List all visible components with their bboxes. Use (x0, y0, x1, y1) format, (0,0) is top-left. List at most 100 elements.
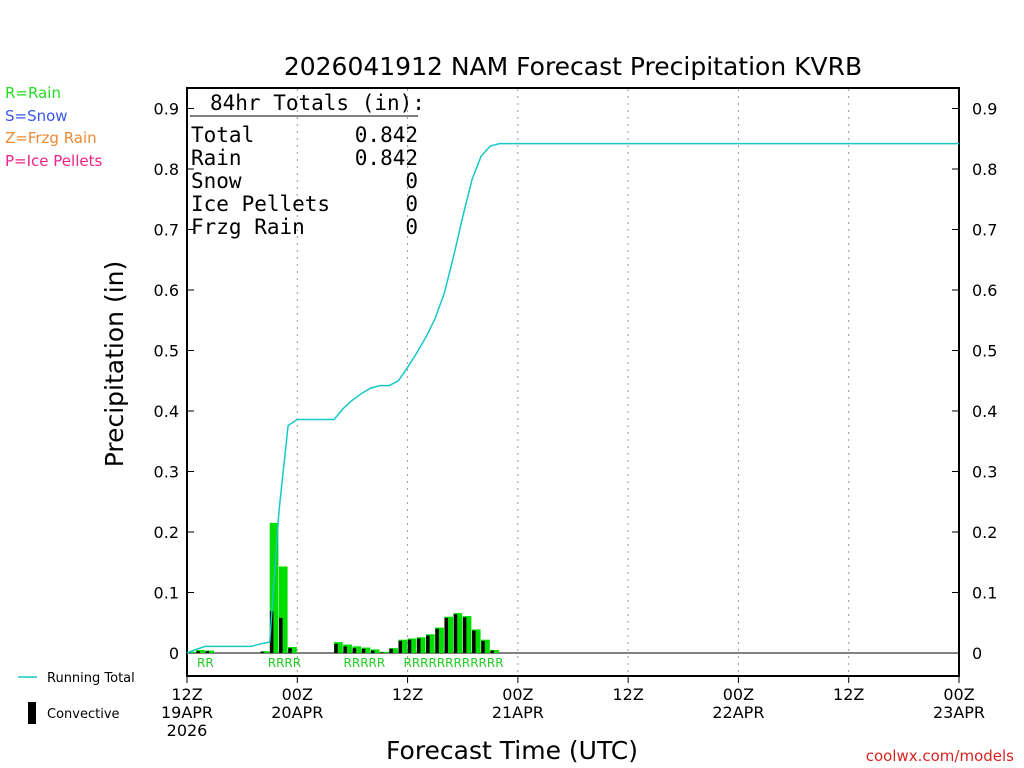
totals-header: 84hr Totals (in): (210, 91, 425, 115)
convective-bar (334, 643, 338, 653)
precip-bar (481, 639, 490, 653)
running-total-legend-label: Running Total (47, 671, 135, 686)
ptype-labels: RR RRRR RRRRR RRRRRRRRRRRR (197, 656, 504, 670)
ptype-label: RRRR (268, 656, 301, 670)
precip-bars (187, 522, 499, 653)
totals-row-frzg-rain-label: Frzg Rain (191, 215, 305, 239)
y-tick-label-right: 0.7 (972, 221, 997, 240)
precip-bar (453, 613, 463, 653)
running-total-line (186, 142, 959, 654)
precip-bar (370, 649, 380, 653)
ptype-legend-ice-pellets: P=Ice Pellets (5, 151, 103, 170)
precip-bar (288, 646, 297, 653)
x-tick-label: 19APR (161, 703, 213, 722)
chart-title: 2026041912 NAM Forecast Precipitation KV… (284, 52, 862, 81)
totals-row-snow-value: 0 (405, 169, 418, 193)
convective-legend-swatch (28, 702, 36, 724)
y-tick-label-left: 0.7 (154, 221, 179, 240)
y-tick-label-left: 0.5 (154, 342, 179, 361)
convective-bar (380, 652, 384, 653)
convective-bar (343, 646, 347, 653)
ptype-label: RRRRRRRRRRRR (403, 656, 503, 670)
ptype-label: RR (197, 656, 214, 670)
ptype-legend-frzg-rain: Z=Frzg Rain (5, 129, 97, 147)
convective-bar (260, 651, 265, 653)
y-tick-label-left: 0 (169, 644, 179, 663)
y-tick-label-left: 0.3 (154, 463, 179, 482)
precip-bar (462, 616, 472, 653)
y-tick-label-left: 0.1 (154, 584, 179, 603)
precip-bar (389, 648, 398, 653)
ptype-label: RRRRR (344, 656, 386, 670)
precip-bar (490, 649, 499, 653)
ptype-legend-snow: S=Snow (5, 106, 68, 125)
precip-bar (444, 616, 454, 653)
y-tick-label-right: 0.3 (972, 463, 997, 482)
convective-bar (361, 648, 366, 653)
totals-row-rain-value: 0.842 (355, 146, 418, 170)
precip-bar (416, 637, 426, 653)
precip-bar (205, 650, 215, 653)
y-axis-label: Precipitation (in) (100, 261, 129, 468)
y-tick-label-right: 0.5 (972, 342, 997, 361)
y-tick-label-right: 0.6 (972, 281, 997, 300)
precip-bar (398, 639, 408, 653)
convective-bar (435, 628, 439, 653)
y-tick-label-right: 0.9 (972, 100, 997, 119)
y-tick-label-left: 0.9 (154, 100, 179, 119)
y-tick-label-right: 0 (972, 644, 982, 663)
x-tick-label: 00Z (502, 685, 533, 704)
ptype-legend-rain: R=Rain (5, 84, 61, 102)
x-axis-label: Forecast Time (UTC) (386, 736, 638, 765)
precip-bar (425, 634, 435, 653)
precip-bar (334, 642, 343, 653)
precip-bar (352, 646, 362, 653)
convective-bar (426, 635, 430, 653)
precip-bar (196, 649, 205, 653)
y-tick-label-left: 0.4 (154, 402, 179, 421)
convective-bar (444, 617, 449, 653)
totals-box: 84hr Totals (in): Total 0.842 Rain 0.842… (190, 91, 425, 239)
totals-row-total-value: 0.842 (355, 123, 418, 147)
totals-row-snow-label: Snow (191, 169, 242, 193)
convective-bar (453, 614, 458, 653)
convective-bar (389, 648, 393, 653)
totals-row-total-label: Total (191, 123, 254, 147)
x-tick-label: 2026 (167, 721, 208, 740)
totals-row-rain-label: Rain (191, 146, 242, 170)
y-axis-right: 0 0.1 0.2 0.3 0.4 0.5 0.6 0.7 0.8 0.9 (952, 100, 997, 663)
convective-legend-label: Convective (47, 707, 120, 722)
x-tick-label: 20APR (271, 703, 323, 722)
y-tick-label-right: 0.2 (972, 523, 997, 542)
x-tick-label: 12Z (392, 685, 423, 704)
convective-bar (462, 617, 467, 653)
y-tick-label-left: 0.8 (154, 160, 179, 179)
convective-bar (269, 611, 274, 653)
x-tick-label: 22APR (712, 703, 764, 722)
convective-bar (370, 650, 375, 653)
y-axis-left: 0 0.1 0.2 0.3 0.4 0.5 0.6 0.7 0.8 0.9 (154, 100, 194, 663)
x-tick-label: 00Z (723, 685, 754, 704)
convective-bar (196, 651, 200, 653)
convective-bar (407, 639, 412, 653)
precip-bar (471, 629, 481, 653)
totals-row-frzg-rain-value: 0 (405, 215, 418, 239)
precip-bar (435, 627, 444, 653)
x-tick-label: 00Z (282, 685, 313, 704)
convective-bar (481, 640, 485, 653)
gridlines (296, 89, 850, 675)
convective-bar (416, 638, 421, 653)
plot-frame (186, 87, 960, 677)
x-tick-label: 12Z (171, 685, 202, 704)
convective-bar (398, 640, 403, 653)
x-tick-label: 00Z (943, 685, 974, 704)
precip-bar (278, 566, 288, 653)
ptype-legend: R=Rain S=Snow Z=Frzg Rain P=Ice Pellets (5, 82, 102, 172)
precip-bar (361, 647, 371, 653)
y-tick-label-right: 0.1 (972, 584, 997, 603)
convective-bar (288, 648, 292, 653)
precip-bar (407, 638, 417, 653)
convective-bar (352, 648, 357, 653)
precip-bar (260, 651, 270, 653)
